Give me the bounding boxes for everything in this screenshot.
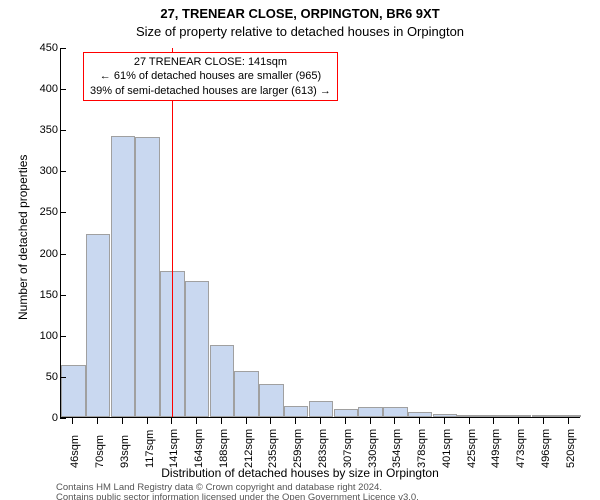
x-tick-label: 46sqm: [69, 435, 81, 468]
y-axis-title: Number of detached properties: [16, 155, 30, 320]
x-tick-label: 307sqm: [342, 429, 354, 468]
x-tick-label: 93sqm: [119, 435, 131, 468]
histogram-bar: [185, 281, 210, 417]
histogram-bar: [284, 406, 309, 418]
x-tick-label: 449sqm: [490, 429, 502, 468]
y-tick-label: 0: [26, 412, 58, 424]
histogram-bar: [234, 371, 259, 417]
x-tick-label: 235sqm: [267, 429, 279, 468]
histogram-bar: [408, 412, 433, 417]
x-tick-label: 70sqm: [94, 435, 106, 468]
chart-container: { "title_main": "27, TRENEAR CLOSE, ORPI…: [0, 0, 600, 500]
histogram-bar: [358, 407, 383, 417]
y-tick-label: 250: [26, 206, 58, 218]
y-tick-label: 50: [26, 371, 58, 383]
histogram-bar: [309, 401, 334, 417]
annotation-line: 39% of semi-detached houses are larger (…: [90, 84, 331, 98]
y-tick: 100: [24, 336, 60, 337]
y-tick: 0: [24, 418, 60, 419]
histogram-bar: [457, 415, 482, 417]
x-tick-label: 520sqm: [565, 429, 577, 468]
histogram-bar: [111, 136, 136, 417]
chart-title-main: 27, TRENEAR CLOSE, ORPINGTON, BR6 9XT: [0, 6, 600, 21]
histogram-bar: [383, 407, 408, 417]
x-tick-label: 259sqm: [292, 429, 304, 468]
histogram-bar: [532, 415, 557, 417]
y-tick: 450: [24, 48, 60, 49]
y-tick-label: 350: [26, 124, 58, 136]
plot-area: 27 TRENEAR CLOSE: 141sqm← 61% of detache…: [60, 48, 580, 418]
x-axis-title: Distribution of detached houses by size …: [0, 466, 600, 480]
annotation-line: ← 61% of detached houses are smaller (96…: [90, 69, 331, 83]
histogram-bar: [61, 365, 86, 417]
x-tick-label: 496sqm: [540, 429, 552, 468]
histogram-bar: [334, 409, 359, 417]
x-tick-label: 378sqm: [416, 429, 428, 468]
y-tick-label: 150: [26, 289, 58, 301]
annotation-box: 27 TRENEAR CLOSE: 141sqm← 61% of detache…: [83, 52, 338, 101]
x-tick-label: 164sqm: [193, 429, 205, 468]
x-tick-label: 117sqm: [144, 430, 156, 468]
y-tick: 350: [24, 130, 60, 131]
y-tick: 400: [24, 89, 60, 90]
histogram-bar: [86, 234, 111, 417]
property-marker-line: [172, 48, 173, 417]
x-tick-label: 330sqm: [367, 429, 379, 468]
x-tick-label: 401sqm: [441, 429, 453, 468]
x-tick-label: 283sqm: [317, 429, 329, 468]
footer-copyright-2: Contains public sector information licen…: [56, 492, 419, 500]
y-tick-label: 400: [26, 83, 58, 95]
y-tick: 50: [24, 377, 60, 378]
y-tick-label: 300: [26, 165, 58, 177]
y-tick-label: 200: [26, 248, 58, 260]
x-tick-label: 212sqm: [243, 429, 255, 468]
histogram-bar: [482, 415, 507, 417]
histogram-bar: [507, 415, 532, 417]
histogram-bar: [259, 384, 284, 417]
annotation-line: 27 TRENEAR CLOSE: 141sqm: [90, 55, 331, 69]
y-tick-label: 450: [26, 42, 58, 54]
chart-title-sub: Size of property relative to detached ho…: [0, 24, 600, 39]
histogram-bar: [210, 345, 235, 417]
y-tick-label: 100: [26, 330, 58, 342]
x-tick-label: 188sqm: [218, 429, 230, 468]
x-tick-label: 473sqm: [515, 429, 527, 468]
x-tick-label: 141sqm: [168, 429, 180, 468]
x-tick-label: 354sqm: [391, 429, 403, 468]
histogram-bar: [556, 415, 581, 417]
histogram-bar: [433, 414, 458, 417]
histogram-bar: [135, 137, 160, 417]
x-tick-label: 425sqm: [466, 429, 478, 468]
